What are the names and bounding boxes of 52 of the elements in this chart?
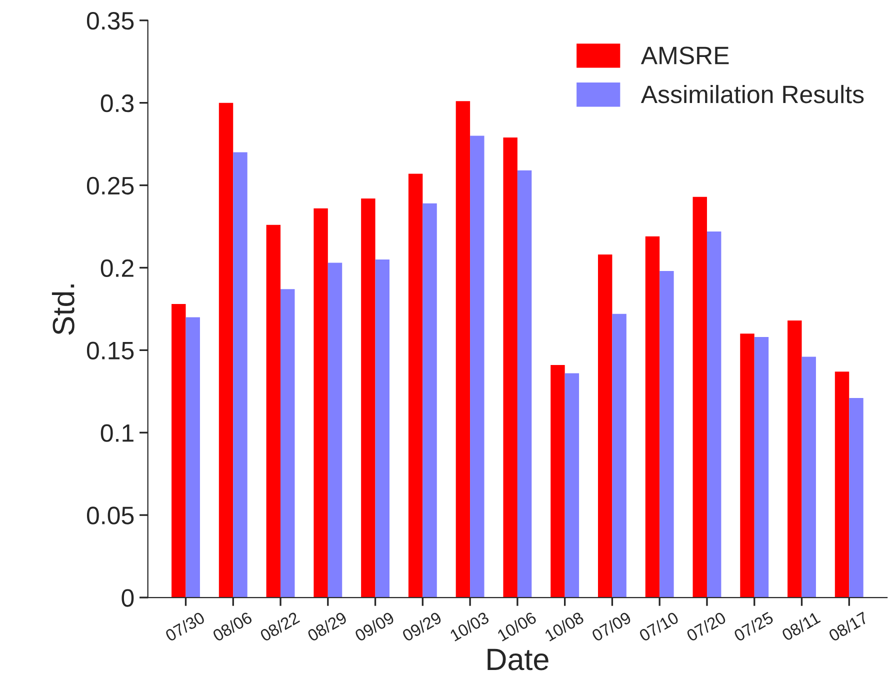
x-tick-label: 07/30 bbox=[164, 611, 206, 642]
x-tick-label: 09/29 bbox=[401, 611, 442, 642]
legend-label: AMSRE bbox=[640, 46, 729, 64]
y-tick-label: 0.35 bbox=[86, 12, 134, 30]
y-tick-label: 0.15 bbox=[86, 342, 134, 360]
bar bbox=[740, 334, 754, 598]
bar bbox=[456, 101, 470, 598]
bar bbox=[598, 254, 612, 598]
x-tick-label: 07/20 bbox=[686, 611, 727, 642]
bar bbox=[361, 198, 376, 598]
bar bbox=[706, 231, 722, 598]
bar bbox=[280, 289, 295, 598]
bar bbox=[375, 259, 390, 598]
y-tick-label: 0 bbox=[122, 589, 134, 607]
bar bbox=[612, 314, 626, 598]
bar bbox=[645, 236, 660, 598]
bar bbox=[788, 320, 802, 598]
legend-label: Assimilation Results bbox=[640, 84, 864, 104]
bar bbox=[186, 317, 200, 598]
bar bbox=[422, 203, 437, 598]
x-tick-label: 08/29 bbox=[306, 611, 348, 642]
y-tick-label: 0.1 bbox=[100, 424, 134, 442]
bar bbox=[233, 152, 248, 598]
bar bbox=[503, 137, 518, 598]
bar bbox=[550, 365, 565, 598]
y-tick-label: 0.25 bbox=[86, 176, 134, 195]
bar bbox=[754, 336, 769, 598]
bar bbox=[660, 271, 674, 598]
bar bbox=[218, 102, 234, 598]
bar bbox=[849, 398, 864, 598]
bar bbox=[172, 304, 186, 598]
bar bbox=[266, 224, 281, 598]
bar bbox=[692, 196, 707, 598]
bar bbox=[470, 136, 484, 598]
bar bbox=[328, 262, 342, 598]
bar bbox=[834, 372, 850, 598]
x-tick-label: 08/22 bbox=[259, 611, 300, 642]
bar bbox=[802, 356, 816, 598]
bar bbox=[517, 170, 532, 598]
x-axis-title: Date bbox=[488, 648, 548, 670]
x-tick-label: 07/10 bbox=[638, 611, 680, 642]
x-tick-label: 09/09 bbox=[354, 611, 395, 642]
x-tick-label: 07/09 bbox=[590, 611, 632, 642]
bar bbox=[564, 373, 580, 598]
bar bbox=[314, 208, 328, 598]
x-tick-label: 08/11 bbox=[780, 611, 821, 642]
y-axis-title: Std. bbox=[52, 284, 74, 335]
bar bbox=[408, 174, 423, 598]
y-tick-label: 0.3 bbox=[100, 94, 134, 112]
y-tick-label: 0.05 bbox=[86, 506, 134, 524]
x-tick-label: 08/06 bbox=[212, 611, 253, 642]
y-tick-label: 0.2 bbox=[100, 259, 134, 278]
